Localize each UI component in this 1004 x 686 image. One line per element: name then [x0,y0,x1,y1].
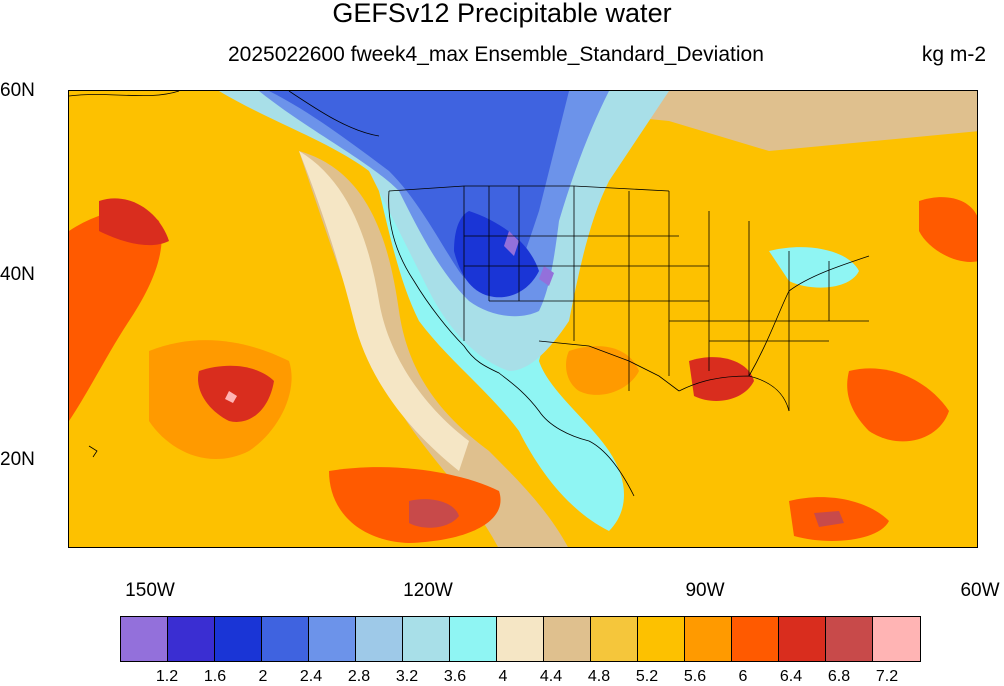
colorbar-swatch [685,617,732,661]
colorbar-swatch [544,617,591,661]
purple-spot-1 [504,231,519,256]
hotspot-caribbean-core [814,511,844,527]
colorbar-swatch [732,617,779,661]
hotspot-west-edge [69,210,162,421]
colorbar-label: 4 [498,668,508,685]
tan-band-north [69,91,977,151]
colorbar-swatch [121,617,168,661]
colorbar-swatch [497,617,544,661]
lon-label-90w: 90W [685,580,725,601]
hotspot-atlantic [847,368,949,442]
colorbar-label: 2 [258,668,268,685]
pink-spot-central-pacific [225,391,237,403]
colorbar-label: 2.4 [299,668,323,685]
colorbar-swatch [356,617,403,661]
colorbar-label: 4.8 [587,668,611,685]
colorbar-swatch [309,617,356,661]
hotspot-northwest [99,198,169,246]
colorbar-swatch [450,617,497,661]
colorbar-label: 6.8 [827,668,851,685]
colorbar-swatch [262,617,309,661]
map-canvas [69,91,977,547]
colorbar-label: 1.6 [203,668,227,685]
colorbar-swatch [591,617,638,661]
cyan-region-northeast [769,247,859,288]
colorbar-label: 1.2 [155,668,179,685]
colorbar-label: 6.4 [779,668,803,685]
colorbar-swatch [168,617,215,661]
map-title: GEFSv12 Precipitable water [332,0,672,28]
purple-spot-2 [539,266,554,286]
hotspot-gulf [689,357,754,401]
precipitable-water-map [68,90,978,548]
lat-label-60n: 60N [0,80,35,101]
hotspot-central-pacific [198,365,274,422]
lon-label-150w: 150W [125,580,175,601]
colorbar-label: 5.2 [635,668,659,685]
hotspot-southern-core [409,499,459,528]
lat-label-20n: 20N [0,449,35,470]
light-band-west [299,151,469,471]
colorbar-swatch [873,617,920,661]
units-label: kg m-2 [921,43,986,66]
colorbar-label: 7.2 [875,668,899,685]
colorbar [120,616,921,662]
lon-label-120w: 120W [403,580,453,601]
colorbar-swatch [215,617,262,661]
colorbar-label: 3.2 [395,668,419,685]
hotspot-northeast [919,197,977,262]
colorbar-label: 5.6 [683,668,707,685]
colorbar-swatch [779,617,826,661]
colorbar-label: 2.8 [347,668,371,685]
colorbar-swatch [638,617,685,661]
lat-label-40n: 40N [0,264,35,285]
colorbar-label: 4.4 [539,668,563,685]
coastline-outline [69,91,870,497]
orange-region-texas [566,346,639,395]
colorbar-swatch [403,617,450,661]
map-subtitle: 2025022600 fweek4_max Ensemble_Standard_… [228,43,764,66]
dark-blue-region [454,211,539,298]
colorbar-label: 6 [738,668,748,685]
lon-label-60w: 60W [960,580,1000,601]
colorbar-label: 3.6 [443,668,467,685]
colorbar-swatch [826,617,873,661]
